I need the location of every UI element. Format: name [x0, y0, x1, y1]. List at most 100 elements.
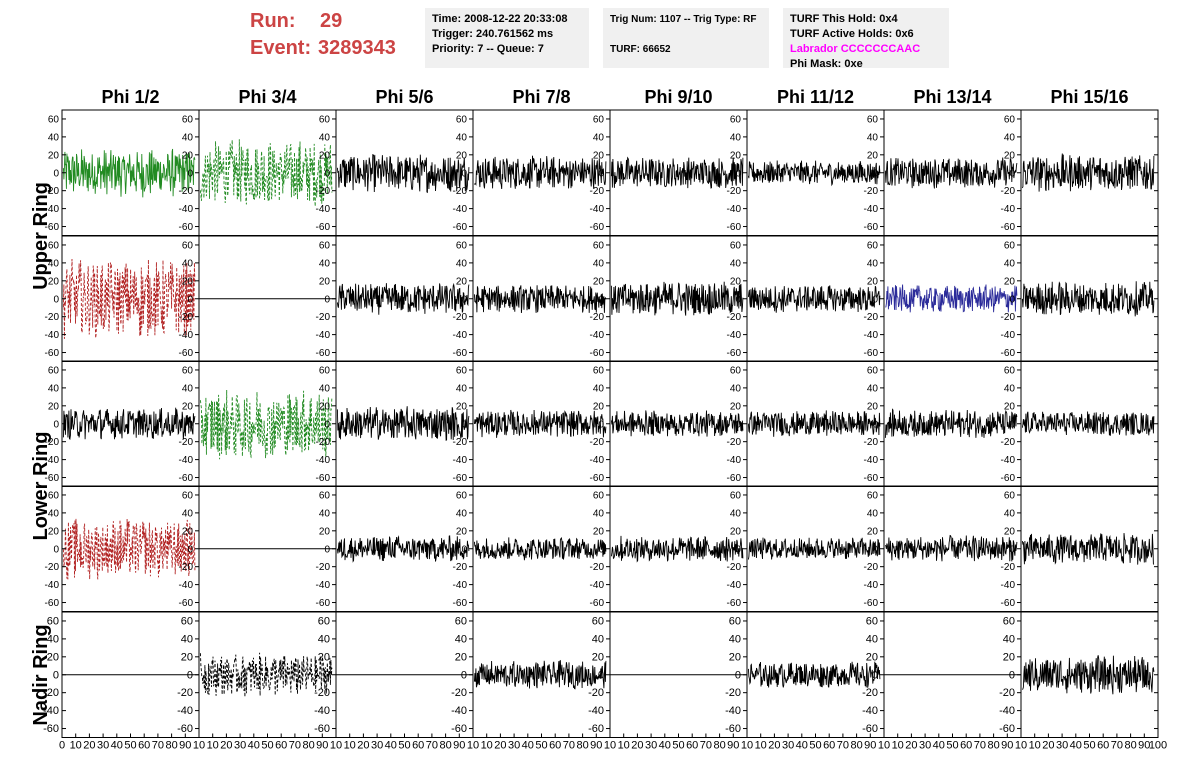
y-tick-label: 20 — [593, 150, 605, 161]
waveform-trace — [610, 281, 744, 316]
y-tick-label: 60 — [593, 365, 605, 376]
x-tick-label: 10 — [70, 740, 82, 752]
y-tick-label: -60 — [588, 723, 604, 735]
y-tick-label: 40 — [867, 132, 879, 143]
x-tick-label: 60 — [275, 740, 287, 752]
y-tick-label: 20 — [1004, 526, 1016, 537]
y-tick-label: 0 — [872, 168, 878, 179]
y-tick-label: -40 — [45, 204, 60, 215]
x-tick-label: 10 — [1029, 740, 1041, 752]
y-tick-label: -60 — [179, 222, 194, 233]
y-tick-label: 20 — [593, 401, 605, 412]
y-tick-label: -20 — [45, 437, 60, 448]
waveform-trace — [473, 536, 607, 561]
x-tick-label: 40 — [933, 740, 945, 752]
y-tick-label: 60 — [867, 114, 879, 125]
y-tick-label: 20 — [318, 651, 330, 663]
x-tick-label: 20 — [768, 740, 780, 752]
y-tick-label: 60 — [867, 490, 879, 501]
y-tick-label: 20 — [48, 526, 60, 537]
y-tick-label: -20 — [590, 562, 605, 573]
waveform-trace — [1021, 411, 1155, 436]
phi-header: Phi 1/2 — [101, 87, 159, 107]
y-tick-label: -60 — [1001, 473, 1016, 484]
y-tick-label: 40 — [319, 508, 331, 519]
x-tick-label: 40 — [248, 740, 260, 752]
y-tick-label: 60 — [48, 240, 60, 251]
y-tick-label: 0 — [872, 419, 878, 430]
y-tick-label: 20 — [456, 526, 468, 537]
y-tick-label: -60 — [45, 473, 60, 484]
x-tick-label: 80 — [850, 740, 862, 752]
y-tick-label: 60 — [593, 490, 605, 501]
x-tick-label: 30 — [97, 740, 109, 752]
y-tick-label: 40 — [48, 132, 60, 143]
y-tick-label: -20 — [864, 562, 879, 573]
y-tick-label: 20 — [867, 150, 879, 161]
x-tick-label: 20 — [905, 740, 917, 752]
trig-num-text: Trig Num: 1107 -- Trig Type: RF — [610, 14, 757, 25]
y-tick-label: -60 — [316, 598, 331, 609]
y-tick-label: -60 — [45, 598, 60, 609]
waveform-trace — [1021, 533, 1155, 565]
y-tick-label: 0 — [187, 168, 193, 179]
y-tick-label: 0 — [461, 168, 467, 179]
y-tick-label: -60 — [316, 348, 331, 359]
y-tick-label: -40 — [43, 705, 59, 717]
y-tick-label: 20 — [48, 401, 60, 412]
y-tick-label: 60 — [319, 365, 331, 376]
y-tick-label: 40 — [319, 132, 331, 143]
y-tick-label: 40 — [593, 383, 605, 394]
x-tick-label: 50 — [261, 740, 273, 752]
event-value: 3289343 — [318, 37, 396, 59]
y-tick-label: 40 — [867, 383, 879, 394]
x-tick-label: 60 — [138, 740, 150, 752]
y-tick-label: -40 — [864, 580, 879, 591]
y-tick-label: 20 — [730, 150, 742, 161]
y-tick-label: 0 — [461, 294, 467, 305]
y-tick-label: 40 — [730, 258, 742, 269]
x-tick-label: 30 — [508, 740, 520, 752]
y-tick-label: 60 — [47, 615, 59, 627]
turf-active-text: TURF Active Holds: 0x6 — [790, 28, 914, 40]
y-tick-label: 20 — [1003, 651, 1015, 663]
y-tick-label: -60 — [727, 473, 742, 484]
x-tick-label: 80 — [439, 740, 451, 752]
x-tick-label: 80 — [165, 740, 177, 752]
y-tick-label: 40 — [47, 633, 59, 645]
run-label: Run: — [250, 10, 296, 32]
panel-frame — [472, 360, 611, 487]
x-tick-label: 80 — [987, 740, 999, 752]
y-tick-label: -40 — [590, 580, 605, 591]
waveform-trace — [747, 537, 881, 560]
y-tick-label: 60 — [319, 114, 331, 125]
x-tick-label: 70 — [1111, 740, 1123, 752]
waveform-trace — [336, 154, 470, 194]
y-tick-label: -20 — [43, 687, 59, 699]
y-tick-label: 0 — [461, 669, 467, 681]
phi-mask-text: Phi Mask: 0xe — [790, 58, 863, 70]
x-tick-label: 70 — [152, 740, 164, 752]
x-tick-label: 90 — [1001, 740, 1013, 752]
x-tick-label: 10 — [618, 740, 630, 752]
x-tick-label: 10 — [193, 740, 205, 752]
y-tick-label: 0 — [324, 544, 330, 555]
x-tick-label: 60 — [823, 740, 835, 752]
y-tick-label: -20 — [45, 186, 60, 197]
waveform-trace — [885, 284, 1018, 313]
y-tick-label: -60 — [864, 348, 879, 359]
y-tick-label: 40 — [48, 258, 60, 269]
y-tick-label: 60 — [456, 490, 468, 501]
waveform-trace — [62, 407, 196, 441]
y-tick-label: -20 — [179, 562, 194, 573]
y-tick-label: -40 — [453, 580, 468, 591]
y-tick-label: 60 — [182, 365, 194, 376]
x-tick-label: 60 — [686, 740, 698, 752]
x-tick-label: 30 — [234, 740, 246, 752]
y-tick-label: 60 — [592, 615, 604, 627]
y-tick-label: 0 — [598, 419, 604, 430]
y-tick-label: -60 — [1001, 222, 1016, 233]
run-event-box: Run: 29 Event: 3289343 — [250, 8, 420, 64]
waveform-trace — [1022, 655, 1155, 695]
x-tick-label: 20 — [220, 740, 232, 752]
